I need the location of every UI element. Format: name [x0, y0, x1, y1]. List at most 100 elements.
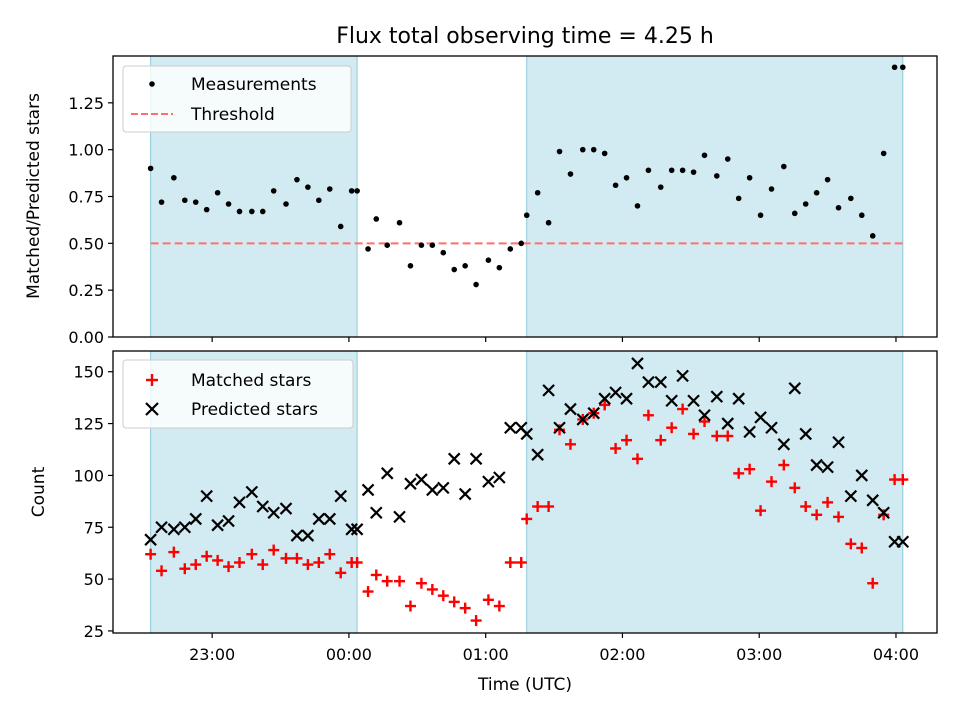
predicted-star-stroke-b — [609, 386, 622, 399]
matched-star-point — [666, 422, 678, 434]
predicted-star-point — [896, 535, 910, 549]
matched-star-point — [381, 575, 393, 587]
predicted-star-point — [531, 448, 544, 461]
matched-star-point — [246, 548, 258, 560]
predicted-star-point — [564, 402, 577, 416]
measurement-point — [556, 148, 563, 155]
count-x-tick-label: 23:00 — [189, 645, 235, 664]
predicted-star-point — [290, 529, 304, 542]
ratio-measurement-points — [147, 64, 906, 288]
measurement-point — [567, 171, 574, 177]
measurement-point — [294, 176, 300, 183]
predicted-star-stroke-b — [493, 471, 506, 484]
legend-matched-label: Matched stars — [191, 371, 311, 391]
predicted-star-stroke-b — [788, 382, 802, 395]
matched-star-point — [766, 476, 778, 488]
measurement-point — [418, 242, 425, 249]
ratio-plot-frame — [112, 55, 938, 338]
matched-star-point — [179, 563, 191, 575]
measurement-point — [283, 201, 289, 207]
predicted-star-point — [222, 514, 235, 528]
matched-star-point — [404, 600, 416, 612]
predicted-star-stroke-b — [350, 523, 364, 536]
ratio-y-tick-label: 0.75 — [68, 188, 104, 207]
measurement-point — [714, 173, 720, 179]
measurement-point — [835, 204, 842, 211]
matched-star-point — [642, 409, 654, 421]
predicted-star-stroke-b — [469, 452, 483, 466]
measurement-point — [579, 146, 586, 153]
measurement-point — [757, 212, 764, 219]
measurement-point — [900, 64, 906, 71]
predicted-star-point — [334, 489, 347, 503]
legend-measurements-marker — [149, 81, 155, 87]
predicted-star-stroke-b — [810, 458, 823, 472]
predicted-star-stroke-b — [393, 510, 406, 524]
matched-star-point — [515, 557, 527, 568]
legend-predicted-marker — [145, 402, 159, 416]
predicted-star-point — [654, 375, 668, 389]
predicted-star-point — [810, 458, 823, 472]
ratio-y-tick-label: 1.25 — [68, 94, 104, 113]
measurement-point — [473, 281, 479, 288]
predicted-star-points — [144, 357, 910, 549]
predicted-star-point — [821, 460, 834, 474]
predicted-star-stroke-b — [631, 357, 644, 370]
matched-star-point — [722, 430, 734, 442]
measurement-point — [462, 263, 468, 269]
matched-star-point — [688, 428, 700, 440]
predicted-star-stroke-b — [896, 535, 910, 549]
predicted-star-stroke-b — [267, 506, 280, 520]
measurement-point — [802, 201, 809, 207]
matched-star-point — [470, 615, 482, 627]
predicted-star-point — [482, 475, 495, 488]
measurement-point — [305, 184, 311, 190]
ratio-axes: 0.00 0.25 0.50 0.75 1.00 1.25 — [68, 94, 897, 347]
ratio-legend-box — [122, 65, 352, 133]
matched-star-point — [867, 577, 879, 589]
predicted-star-stroke-b — [211, 518, 224, 532]
predicted-star-stroke-b — [576, 413, 590, 426]
matched-star-point — [554, 424, 566, 436]
measurement-point — [612, 182, 619, 189]
predicted-star-point — [877, 506, 890, 520]
measurement-point — [396, 219, 403, 226]
predicted-star-stroke-b — [866, 494, 879, 507]
predicted-star-stroke-b — [665, 394, 678, 408]
predicted-star-stroke-b — [642, 375, 655, 389]
predicted-star-point — [676, 369, 689, 383]
measurement-point — [384, 242, 391, 249]
ratio-y-axis-label: Matched/Predicted stars — [24, 93, 44, 299]
predicted-star-stroke-b — [301, 529, 315, 542]
matched-star-point — [482, 594, 494, 606]
predicted-star-point — [788, 382, 802, 395]
predicted-star-point — [211, 518, 224, 532]
measurement-point — [429, 242, 436, 249]
ratio-y-tick-label: 0.25 — [68, 281, 104, 300]
matched-star-point — [268, 544, 280, 556]
measurement-point — [781, 163, 787, 170]
predicted-star-point — [832, 435, 845, 449]
ratio-y-tick-label: 0.00 — [68, 328, 104, 347]
matched-star-point — [437, 590, 449, 602]
matched-star-point — [755, 505, 767, 517]
predicted-star-stroke-b — [765, 421, 778, 434]
predicted-star-stroke-b — [345, 523, 358, 536]
predicted-star-stroke-b — [279, 502, 293, 515]
matched-star-point — [878, 509, 890, 521]
measurement-point — [270, 188, 277, 194]
predicted-star-point — [504, 421, 517, 434]
matched-star-point — [744, 463, 756, 475]
predicted-star-point — [404, 477, 417, 490]
measurement-point — [668, 167, 675, 174]
count-plot-frame — [112, 350, 938, 634]
matched-star-point — [833, 511, 845, 523]
measurement-point — [354, 188, 360, 194]
measurement-point — [171, 174, 177, 181]
predicted-star-stroke-b — [167, 523, 181, 536]
measurement-point — [348, 188, 355, 194]
predicted-star-point — [698, 409, 711, 422]
legend-threshold-label: Threshold — [190, 105, 275, 125]
predicted-star-stroke-b — [189, 512, 203, 526]
predicted-star-stroke-b — [312, 512, 326, 526]
